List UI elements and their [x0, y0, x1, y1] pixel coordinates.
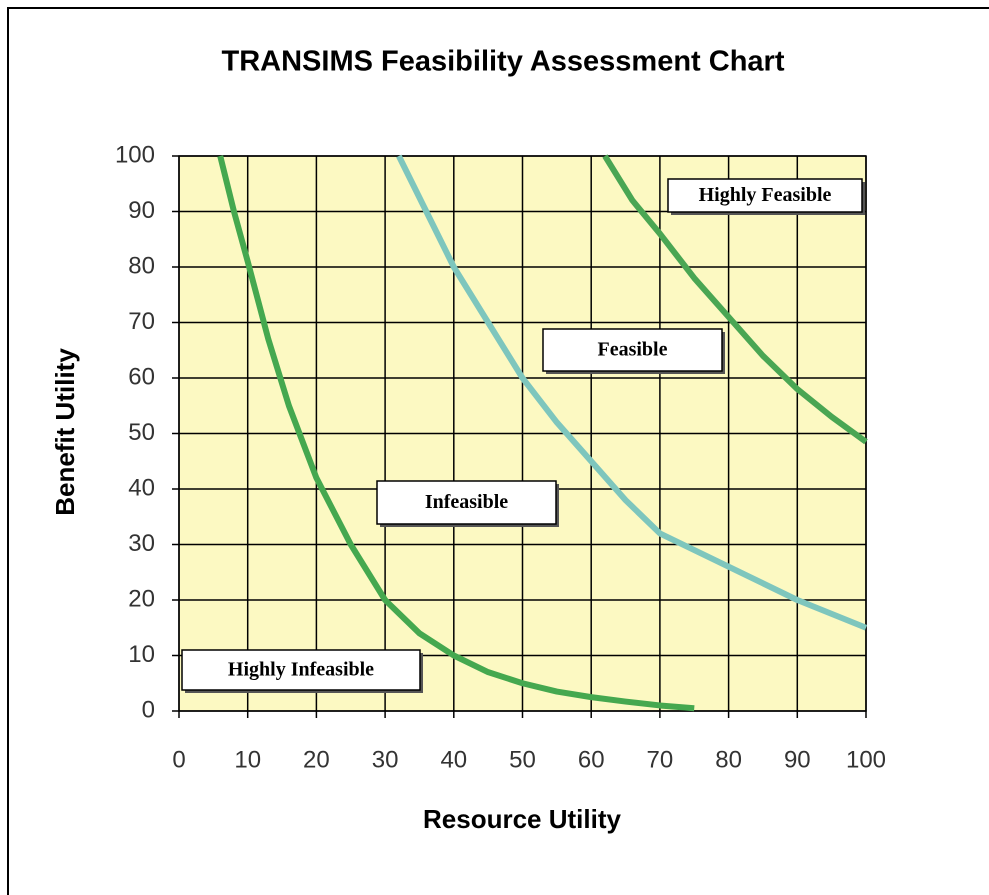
- y-tick-label: 40: [128, 474, 155, 501]
- x-tick-label: 90: [784, 746, 811, 773]
- curve: [602, 154, 868, 445]
- y-tick-label: 0: [142, 696, 155, 723]
- y-tick-label: 60: [128, 363, 155, 390]
- y-tick-label: 10: [128, 641, 155, 668]
- annotation-box: [376, 480, 557, 525]
- curve: [217, 155, 695, 712]
- y-tick-label: 50: [128, 419, 155, 446]
- x-tick-label: 10: [234, 746, 261, 773]
- chart-title: TRANSIMS Feasibility Assessment Chart: [222, 46, 785, 78]
- x-tick-label: 70: [647, 746, 674, 773]
- x-tick-label: 50: [509, 746, 536, 773]
- x-tick-label: 30: [372, 746, 399, 773]
- annotation-box: [542, 328, 723, 372]
- y-tick-label: 80: [128, 252, 155, 279]
- curve: [396, 154, 868, 631]
- annotation: Feasible: [598, 339, 668, 361]
- y-tick-label: 100: [115, 141, 155, 168]
- x-tick-label: 80: [715, 746, 742, 773]
- x-tick-label: 60: [578, 746, 605, 773]
- y-tick-label: 20: [128, 585, 155, 612]
- annotation: Infeasible: [425, 491, 508, 513]
- plot-border: [178, 155, 867, 712]
- annotation: Highly Feasible: [699, 184, 832, 206]
- y-axis-label: Benefit Utility: [50, 348, 80, 516]
- annotation-box: [181, 649, 421, 691]
- x-tick-label: 40: [440, 746, 467, 773]
- x-tick-label: 20: [303, 746, 330, 773]
- annotation-box: [667, 178, 863, 213]
- x-tick-label: 0: [172, 746, 185, 773]
- y-tick-label: 30: [128, 530, 155, 557]
- x-tick-label: 100: [846, 746, 886, 773]
- x-axis-label: Resource Utility: [423, 804, 621, 834]
- y-tick-label: 90: [128, 197, 155, 224]
- y-tick-label: 70: [128, 308, 155, 335]
- annotation: Highly Infeasible: [228, 659, 374, 681]
